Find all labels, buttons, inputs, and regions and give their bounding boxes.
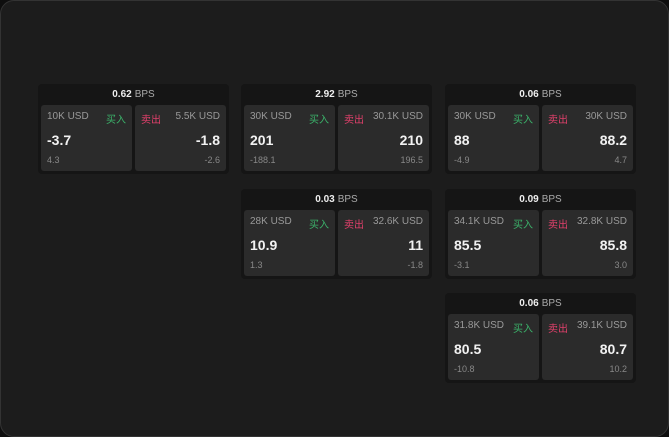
sell-label: 卖出 <box>344 220 364 231</box>
bid-change: 1.3 <box>250 260 263 270</box>
spread-value: 0.06 <box>519 89 539 100</box>
ask-price: 88.2 <box>599 132 627 148</box>
quote-card: 0.09 BPS 34.1K USD 买入 85.5 -3.1 卖出 32.8K USD… <box>445 189 636 279</box>
ask-change: -2.6 <box>204 155 220 165</box>
spread-unit: BPS <box>134 89 155 100</box>
spread-value: 0.06 <box>519 298 539 309</box>
bid-size: 34.1K USD <box>454 216 505 227</box>
quote-card: 0.06 BPS 31.8K USD 买入 80.5 -10.8 卖出 39.1K US… <box>445 293 636 383</box>
quote-card: 0.62 BPS 10K USD 买入 -3.7 4.3 卖出 5.5K USD -1.… <box>38 84 229 174</box>
spread-header: 0.06 BPS <box>448 293 633 314</box>
spread-value: 0.09 <box>519 194 539 205</box>
ask-change: -1.8 <box>407 260 423 270</box>
buy-cell[interactable]: 10K USD 买入 -3.7 4.3 <box>41 105 132 171</box>
sell-label: 卖出 <box>548 115 568 126</box>
spread-header: 0.03 BPS <box>244 189 429 210</box>
sell-cell[interactable]: 卖出 5.5K USD -1.8 -2.6 <box>135 105 226 171</box>
bid-change: -4.9 <box>454 155 470 165</box>
bid-size: 31.8K USD <box>454 320 505 331</box>
buy-label: 买入 <box>513 220 533 231</box>
ask-price: -1.8 <box>195 132 220 148</box>
buy-cell[interactable]: 30K USD 买入 201 -188.1 <box>244 105 335 171</box>
buy-label: 买入 <box>513 324 533 335</box>
spread-unit: BPS <box>541 298 562 309</box>
quote-card: 0.03 BPS 28K USD 买入 10.9 1.3 卖出 32.6K USD 11… <box>241 189 432 279</box>
bid-change: 4.3 <box>47 155 60 165</box>
buy-cell[interactable]: 28K USD 买入 10.9 1.3 <box>244 210 335 276</box>
sell-label: 卖出 <box>141 115 161 126</box>
bid-change: -3.1 <box>454 260 470 270</box>
ask-price: 80.7 <box>599 341 627 357</box>
buy-label: 买入 <box>513 115 533 126</box>
quote-card: 0.06 BPS 30K USD 买入 88 -4.9 卖出 30K USD 88.2 4… <box>445 84 636 174</box>
sell-label: 卖出 <box>548 220 568 231</box>
sell-label: 卖出 <box>548 324 568 335</box>
sell-label: 卖出 <box>344 115 364 126</box>
spread-header: 0.62 BPS <box>41 84 226 105</box>
spread-header: 2.92 BPS <box>244 84 429 105</box>
buy-cell[interactable]: 30K USD 买入 88 -4.9 <box>448 105 539 171</box>
ask-size: 32.6K USD <box>372 216 423 227</box>
sell-cell[interactable]: 卖出 32.6K USD 11 -1.8 <box>338 210 429 276</box>
ask-size: 32.8K USD <box>576 216 627 227</box>
bid-change: -188.1 <box>250 155 276 165</box>
ask-change: 10.2 <box>609 364 627 374</box>
spread-unit: BPS <box>337 89 358 100</box>
ask-price: 210 <box>399 132 423 148</box>
spread-unit: BPS <box>541 89 562 100</box>
bid-price: 80.5 <box>454 341 482 357</box>
bid-price: 10.9 <box>250 237 278 253</box>
spread-value: 2.92 <box>315 89 335 100</box>
buy-label: 买入 <box>309 220 329 231</box>
bid-price: 201 <box>250 132 274 148</box>
spread-header: 0.09 BPS <box>448 189 633 210</box>
spread-unit: BPS <box>337 194 358 205</box>
sell-cell[interactable]: 卖出 39.1K USD 80.7 10.2 <box>542 314 633 380</box>
spread-value: 0.62 <box>112 89 132 100</box>
ask-size: 39.1K USD <box>576 320 627 331</box>
ask-size: 30.1K USD <box>372 111 423 122</box>
ask-change: 196.5 <box>400 155 423 165</box>
spread-unit: BPS <box>541 194 562 205</box>
sell-cell[interactable]: 卖出 32.8K USD 85.8 3.0 <box>542 210 633 276</box>
ask-price: 85.8 <box>599 237 627 253</box>
ask-change: 3.0 <box>614 260 627 270</box>
ask-price: 11 <box>408 237 423 253</box>
bid-change: -10.8 <box>454 364 475 374</box>
bid-size: 28K USD <box>250 216 292 227</box>
bid-size: 30K USD <box>250 111 292 122</box>
buy-cell[interactable]: 34.1K USD 买入 85.5 -3.1 <box>448 210 539 276</box>
sell-cell[interactable]: 卖出 30K USD 88.2 4.7 <box>542 105 633 171</box>
bid-size: 10K USD <box>47 111 89 122</box>
ask-size: 5.5K USD <box>175 111 220 122</box>
spread-value: 0.03 <box>315 194 335 205</box>
ask-change: 4.7 <box>614 155 627 165</box>
sell-cell[interactable]: 卖出 30.1K USD 210 196.5 <box>338 105 429 171</box>
bid-size: 30K USD <box>454 111 496 122</box>
bid-price: 85.5 <box>454 237 482 253</box>
quote-card: 2.92 BPS 30K USD 买入 201 -188.1 卖出 30.1K USD … <box>241 84 432 174</box>
spread-header: 0.06 BPS <box>448 84 633 105</box>
bid-price: -3.7 <box>47 132 72 148</box>
bid-price: 88 <box>454 132 470 148</box>
ask-size: 30K USD <box>585 111 627 122</box>
buy-label: 买入 <box>309 115 329 126</box>
buy-label: 买入 <box>106 115 126 126</box>
buy-cell[interactable]: 31.8K USD 买入 80.5 -10.8 <box>448 314 539 380</box>
